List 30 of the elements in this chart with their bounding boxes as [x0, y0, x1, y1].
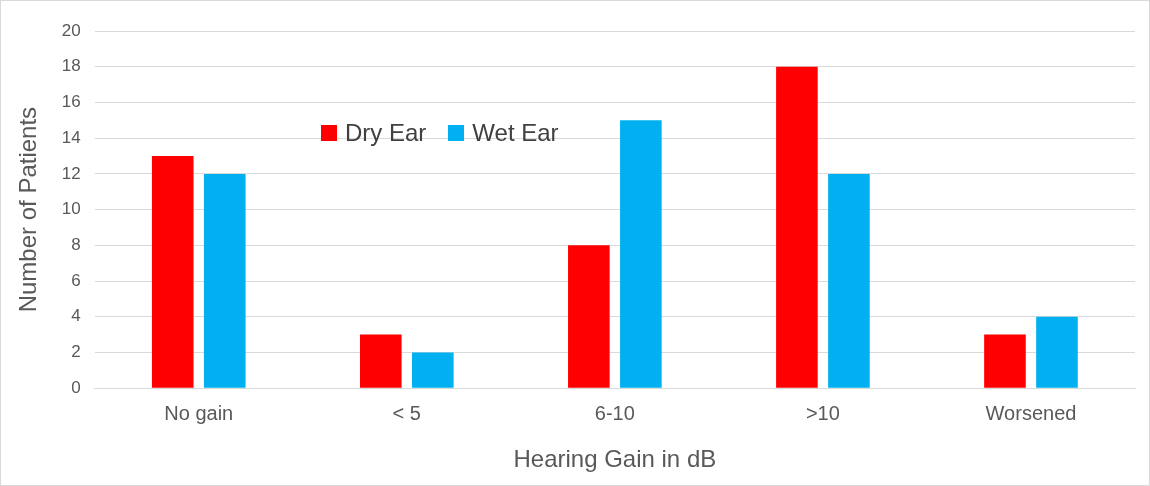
x-axis-title: Hearing Gain in dB — [513, 445, 717, 473]
x-tick-label: No gain — [164, 401, 234, 424]
bar — [151, 156, 194, 388]
y-tick-label: 10 — [61, 199, 81, 219]
x-tick-label: 6-10 — [594, 401, 635, 424]
legend-label: Wet Ear — [471, 119, 559, 147]
y-tick-label: 16 — [61, 92, 81, 112]
bar — [568, 245, 610, 388]
y-tick-label: 2 — [71, 342, 81, 362]
y-tick-label: 4 — [71, 306, 81, 326]
y-tick-label: 12 — [61, 163, 81, 183]
legend-label: Dry Ear — [344, 119, 427, 147]
y-tick-label: 0 — [71, 377, 81, 397]
y-tick-label: 14 — [61, 127, 81, 147]
x-tick-label: Worsened — [985, 401, 1077, 424]
y-tick-label: 20 — [61, 20, 81, 40]
bar — [412, 352, 454, 388]
bar — [776, 66, 818, 388]
bar — [203, 173, 246, 388]
bar — [359, 334, 402, 388]
bar — [1036, 316, 1078, 388]
x-tick-label: >10 — [805, 401, 840, 424]
y-tick-label: 6 — [71, 270, 81, 290]
x-tick-label: < 5 — [392, 401, 421, 424]
bar — [620, 120, 662, 388]
bar — [828, 173, 870, 388]
y-tick-label: 18 — [61, 56, 81, 76]
bar — [984, 334, 1026, 388]
y-axis-title: Number of Patients — [14, 106, 42, 313]
y-tick-label: 8 — [71, 235, 81, 255]
